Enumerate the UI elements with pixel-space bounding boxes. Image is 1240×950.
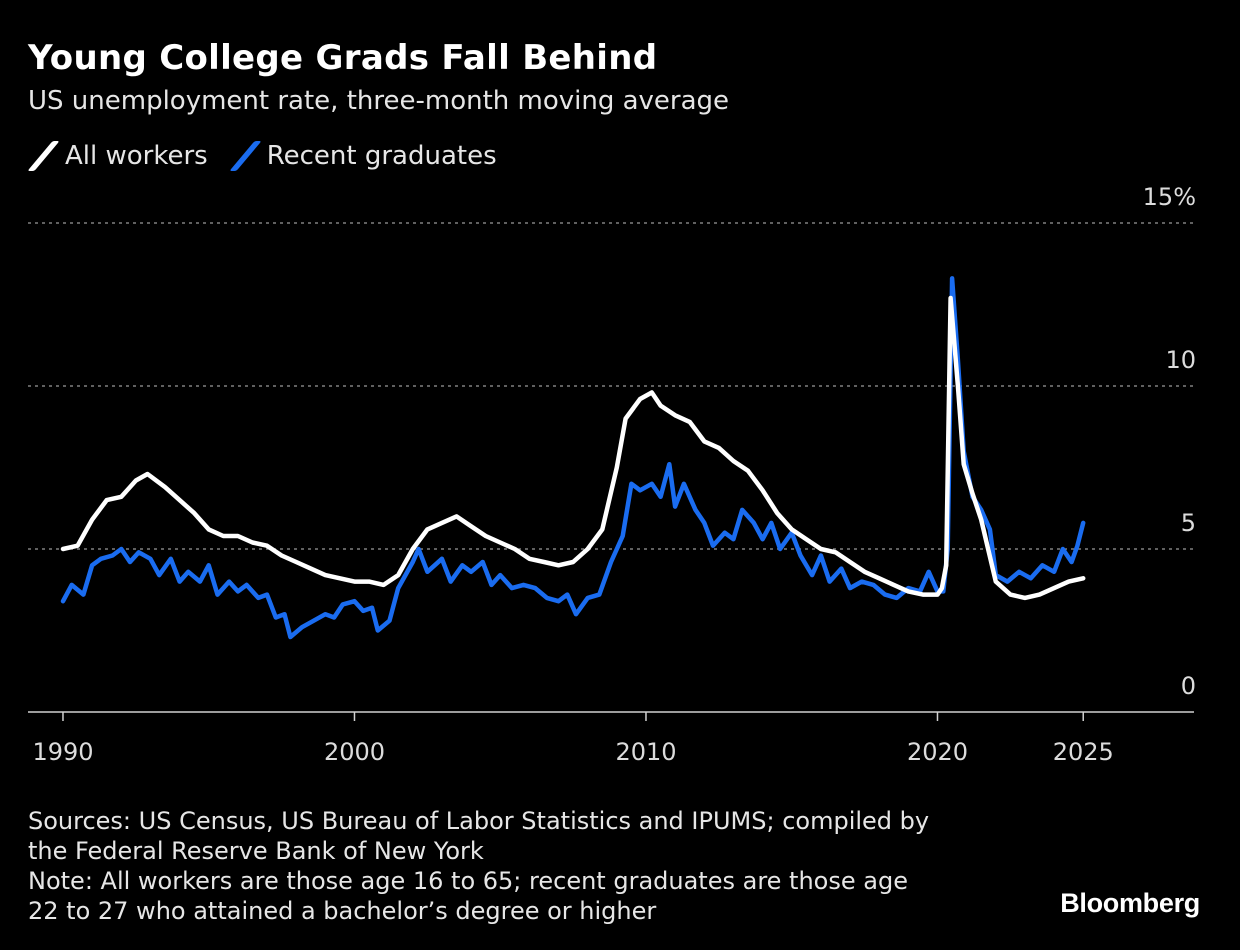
x-tick-label-2025: 2025 [1053, 738, 1114, 766]
legend-item-all-workers: All workers [27, 141, 208, 171]
legend-label-recent-graduates: Recent graduates [266, 141, 497, 171]
bloomberg-logo: Bloomberg [1060, 888, 1200, 918]
series-line-recent-graduates [60, 276, 1086, 640]
x-tick-label-1990: 1990 [32, 738, 93, 766]
y-tick-label-0: 0 [1181, 672, 1196, 700]
y-tick-label-10: 10 [1165, 346, 1196, 374]
chart-legend: All workers Recent graduates [27, 141, 519, 171]
chart-footer: Sources: US Census, US Bureau of Labor S… [28, 806, 988, 926]
line-chart: 0 5 10 15% 1990 2000 2010 2020 2025 [28, 183, 1196, 766]
sources-line-1: Sources: US Census, US Bureau of Labor S… [28, 807, 930, 835]
note-line-1: Note: All workers are those age 16 to 65… [28, 867, 908, 895]
legend-label-all-workers: All workers [65, 141, 208, 171]
chart-subtitle: US unemployment rate, three-month moving… [28, 86, 730, 116]
legend-item-recent-graduates: Recent graduates [229, 141, 497, 171]
series-line-all-workers [60, 295, 1086, 601]
y-tick-label-5: 5 [1181, 509, 1196, 537]
note-line-2: 22 to 27 who attained a bachelor’s degre… [28, 897, 657, 925]
x-tick-label-2010: 2010 [615, 738, 676, 766]
x-tick-label-2020: 2020 [907, 738, 968, 766]
chart-title: Young College Grads Fall Behind [28, 38, 658, 78]
y-tick-label-15: 15% [1143, 183, 1196, 211]
x-tick-label-2000: 2000 [324, 738, 385, 766]
sources-line-2: the Federal Reserve Bank of New York [28, 837, 484, 865]
